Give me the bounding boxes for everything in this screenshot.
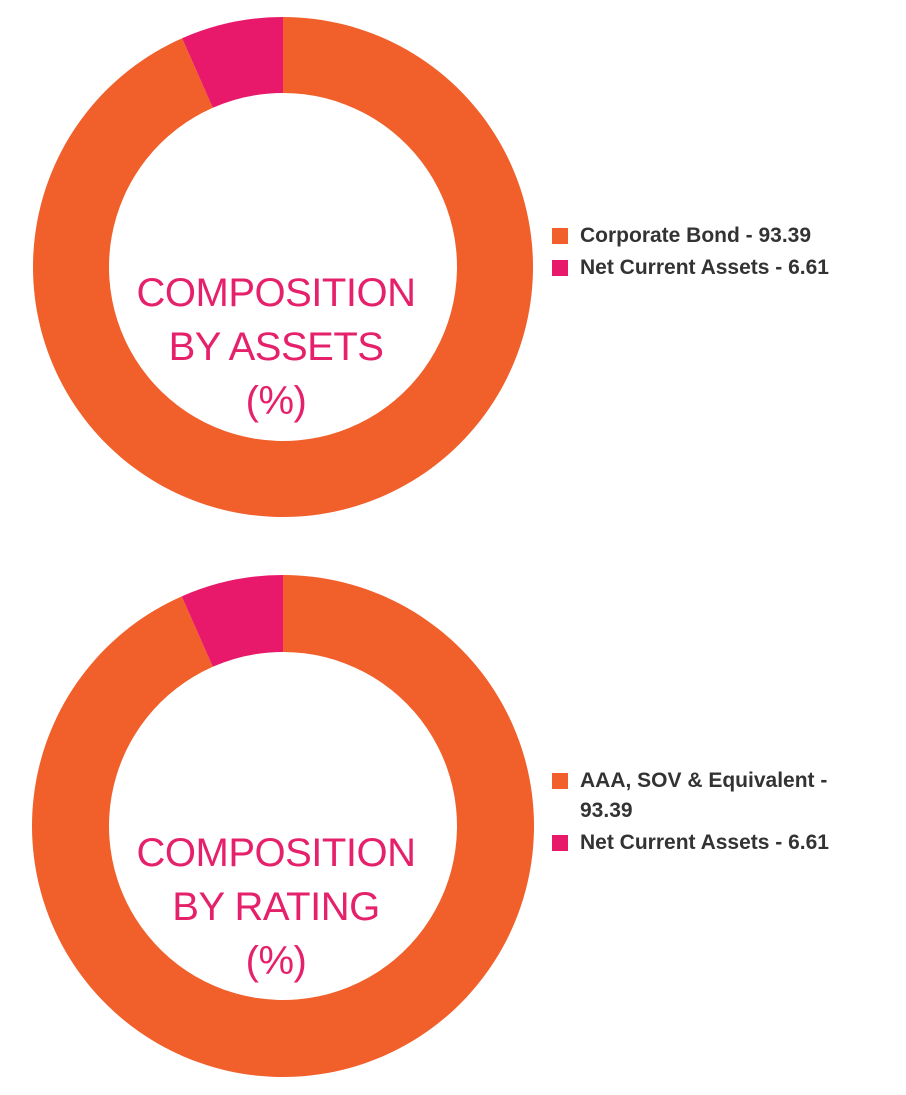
rating-donut-title: COMPOSITION BY RATING (%)	[108, 826, 444, 988]
assets-donut	[32, 17, 533, 517]
assets-composition-chart: COMPOSITION BY ASSETS (%) Corporate Bond…	[0, 0, 906, 520]
rating-title-line-2: BY RATING	[172, 885, 380, 929]
legend-label-net-current-assets: Net Current Assets - 6.61	[580, 256, 829, 279]
rating-title-line-1: COMPOSITION	[136, 831, 416, 875]
legend-label-aaa-sov: AAA, SOV & Equivalent - 93.39	[580, 769, 828, 822]
assets-title-line-2: BY ASSETS	[168, 325, 384, 369]
rating-donut	[32, 575, 535, 1077]
legend-item-net-current-assets: Net Current Assets - 6.61	[552, 253, 892, 283]
assets-title-line-3: (%)	[245, 379, 307, 423]
legend-label-corporate-bond: Corporate Bond - 93.39	[580, 224, 812, 247]
rating-title-line-3: (%)	[245, 939, 307, 983]
assets-donut-title: COMPOSITION BY ASSETS (%)	[108, 266, 444, 428]
donut-slice-net-current-assets-rating	[181, 575, 283, 667]
assets-legend: Corporate Bond - 93.39 Net Current Asset…	[552, 221, 892, 285]
legend-item-corporate-bond: Corporate Bond - 93.39	[552, 221, 892, 251]
donut-slice-aaa-sov	[32, 575, 535, 1077]
rating-composition-chart: COMPOSITION BY RATING (%) AAA, SOV & Equ…	[0, 572, 906, 1082]
donut-slice-corporate-bond	[32, 17, 533, 517]
legend-swatch-corporate-bond	[552, 228, 568, 244]
legend-swatch-net-current-assets	[552, 260, 568, 276]
assets-title-line-1: COMPOSITION	[136, 271, 416, 315]
legend-item-net-current-assets-rating: Net Current Assets - 6.61	[552, 828, 882, 858]
legend-label-net-current-assets-rating: Net Current Assets - 6.61	[580, 831, 829, 854]
legend-swatch-aaa-sov	[552, 773, 568, 789]
legend-swatch-net-current-assets-rating	[552, 835, 568, 851]
rating-legend: AAA, SOV & Equivalent - 93.39 Net Curren…	[552, 766, 882, 860]
legend-item-aaa-sov: AAA, SOV & Equivalent - 93.39	[552, 766, 882, 826]
donut-slice-net-current-assets	[182, 17, 283, 108]
